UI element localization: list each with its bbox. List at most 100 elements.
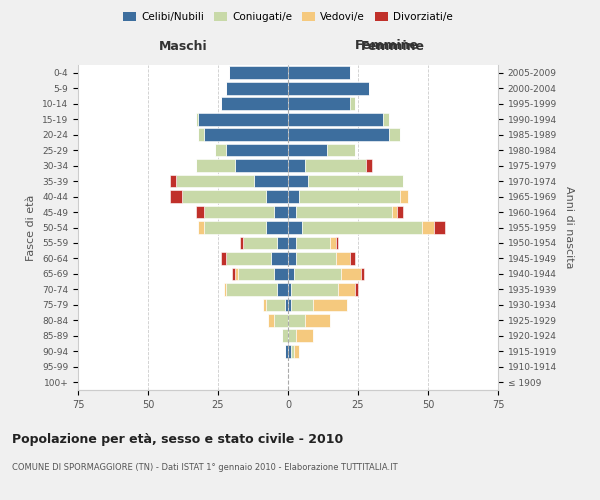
Bar bbox=[263, 298, 266, 311]
Bar bbox=[268, 314, 274, 326]
Bar bbox=[291, 283, 338, 296]
Bar bbox=[285, 345, 288, 358]
Bar bbox=[176, 174, 254, 188]
Bar bbox=[302, 221, 422, 234]
Bar bbox=[232, 268, 235, 280]
Bar bbox=[288, 66, 350, 79]
Bar bbox=[296, 236, 330, 250]
Bar bbox=[288, 144, 327, 156]
Bar bbox=[204, 128, 288, 141]
Bar bbox=[434, 221, 445, 234]
Bar bbox=[330, 236, 335, 250]
Bar bbox=[313, 298, 347, 311]
Bar bbox=[288, 190, 299, 203]
Legend: Celibi/Nubili, Coniugati/e, Vedovi/e, Divorziati/e: Celibi/Nubili, Coniugati/e, Vedovi/e, Di… bbox=[119, 8, 457, 26]
Text: Maschi: Maschi bbox=[158, 40, 208, 52]
Bar bbox=[383, 113, 389, 126]
Bar bbox=[305, 159, 367, 172]
Bar bbox=[235, 268, 238, 280]
Bar bbox=[422, 221, 434, 234]
Bar bbox=[182, 190, 266, 203]
Bar bbox=[288, 128, 389, 141]
Bar bbox=[293, 345, 299, 358]
Bar bbox=[296, 252, 335, 265]
Bar bbox=[238, 268, 274, 280]
Bar bbox=[266, 298, 285, 311]
Bar bbox=[204, 221, 266, 234]
Bar bbox=[288, 174, 308, 188]
Bar bbox=[335, 236, 338, 250]
Bar bbox=[224, 283, 226, 296]
Bar bbox=[288, 206, 296, 218]
Bar bbox=[299, 190, 400, 203]
Y-axis label: Fasce di età: Fasce di età bbox=[26, 194, 37, 260]
Bar bbox=[350, 98, 355, 110]
Bar bbox=[288, 283, 291, 296]
Text: Popolazione per età, sesso e stato civile - 2010: Popolazione per età, sesso e stato civil… bbox=[12, 432, 343, 446]
Bar bbox=[288, 82, 369, 94]
Bar bbox=[235, 159, 288, 172]
Bar bbox=[196, 159, 235, 172]
Bar bbox=[241, 236, 243, 250]
Bar bbox=[254, 174, 288, 188]
Bar bbox=[274, 268, 288, 280]
Bar bbox=[196, 206, 204, 218]
Bar bbox=[204, 206, 274, 218]
Bar bbox=[196, 113, 199, 126]
Bar bbox=[288, 330, 296, 342]
Bar bbox=[170, 190, 182, 203]
Bar bbox=[361, 268, 364, 280]
Bar bbox=[293, 268, 341, 280]
Bar bbox=[215, 144, 226, 156]
Bar bbox=[266, 190, 288, 203]
Bar bbox=[226, 252, 271, 265]
Bar bbox=[288, 298, 291, 311]
Bar bbox=[288, 98, 350, 110]
Bar bbox=[226, 283, 277, 296]
Bar bbox=[305, 314, 330, 326]
Text: Femmine: Femmine bbox=[361, 40, 425, 52]
Bar bbox=[288, 221, 302, 234]
Bar bbox=[271, 252, 288, 265]
Text: Femmine: Femmine bbox=[355, 39, 419, 52]
Bar bbox=[308, 174, 403, 188]
Bar bbox=[277, 283, 288, 296]
Bar bbox=[296, 206, 392, 218]
Bar bbox=[199, 221, 204, 234]
Bar bbox=[243, 236, 277, 250]
Bar bbox=[338, 283, 355, 296]
Bar bbox=[341, 268, 361, 280]
Bar bbox=[400, 190, 409, 203]
Bar bbox=[274, 314, 288, 326]
Bar bbox=[226, 144, 288, 156]
Bar bbox=[288, 252, 296, 265]
Bar bbox=[199, 128, 204, 141]
Bar bbox=[288, 268, 293, 280]
Bar bbox=[274, 206, 288, 218]
Bar bbox=[226, 82, 288, 94]
Bar bbox=[392, 206, 397, 218]
Y-axis label: Anni di nascita: Anni di nascita bbox=[563, 186, 574, 269]
Bar bbox=[335, 252, 350, 265]
Bar bbox=[296, 330, 313, 342]
Bar bbox=[221, 252, 226, 265]
Bar bbox=[199, 113, 288, 126]
Bar bbox=[291, 298, 313, 311]
Bar bbox=[285, 298, 288, 311]
Bar bbox=[288, 159, 305, 172]
Bar bbox=[283, 330, 288, 342]
Bar bbox=[291, 345, 293, 358]
Bar bbox=[397, 206, 403, 218]
Bar bbox=[350, 252, 355, 265]
Bar bbox=[288, 113, 383, 126]
Bar bbox=[221, 98, 288, 110]
Bar bbox=[389, 128, 400, 141]
Bar bbox=[355, 283, 358, 296]
Bar bbox=[277, 236, 288, 250]
Bar bbox=[288, 345, 291, 358]
Bar bbox=[266, 221, 288, 234]
Bar bbox=[327, 144, 355, 156]
Bar bbox=[288, 314, 305, 326]
Bar bbox=[367, 159, 372, 172]
Bar bbox=[170, 174, 176, 188]
